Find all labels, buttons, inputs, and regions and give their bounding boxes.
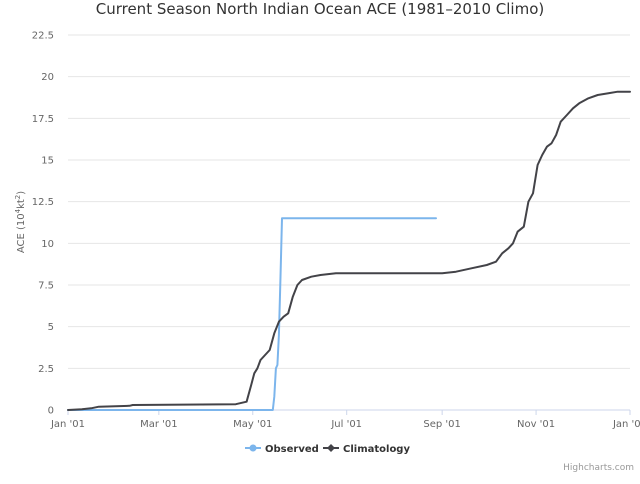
legend-marker-diamond [327,444,335,452]
y-tick-label: 15 [41,156,54,167]
y-tick-label: 5 [48,322,54,333]
grid-lines [68,34,630,411]
legend-marker-circle [249,444,257,452]
credits-link[interactable]: Highcharts.com [563,463,634,473]
series-line-observed[interactable] [67,217,437,411]
x-tick-label: Nov '01 [517,419,555,430]
legend: Observed Climatology [245,444,410,455]
x-tick-label: Jul '01 [330,419,362,430]
series-layer [67,90,631,411]
x-tick-label: Jan '02 [612,419,640,430]
series-line-climatology[interactable] [67,90,631,411]
y-tick-label: 0 [48,406,54,417]
x-tick-label: Mar '01 [140,419,178,430]
x-tick-label: Sep '01 [423,419,461,430]
legend-item-climatology[interactable]: Climatology [323,444,410,455]
x-axis-ticks: Jan '01 Mar '01 May '01 Jul '01 Sep '01 Nov '… [50,410,640,430]
x-tick-label: Jan '01 [50,419,85,430]
y-axis-title: ACE (104kt2) [14,191,27,253]
y-tick-label: 7.5 [38,281,54,292]
y-tick-label: 20 [41,72,54,83]
y-tick-label: 2.5 [38,364,54,375]
y-tick-label: 17.5 [32,114,54,125]
y-tick-label: 22.5 [32,31,54,42]
chart-title: Current Season North Indian Ocean ACE (1… [96,0,545,18]
y-tick-label: 10 [41,239,54,250]
y-tick-label: 12.5 [32,197,54,208]
legend-item-observed[interactable]: Observed [245,444,319,455]
legend-label: Climatology [343,444,410,455]
x-tick-label: May '01 [233,419,272,430]
legend-label: Observed [265,444,319,455]
y-axis-ticks: 0 2.5 5 7.5 10 12.5 15 17.5 20 22.5 [32,31,54,417]
